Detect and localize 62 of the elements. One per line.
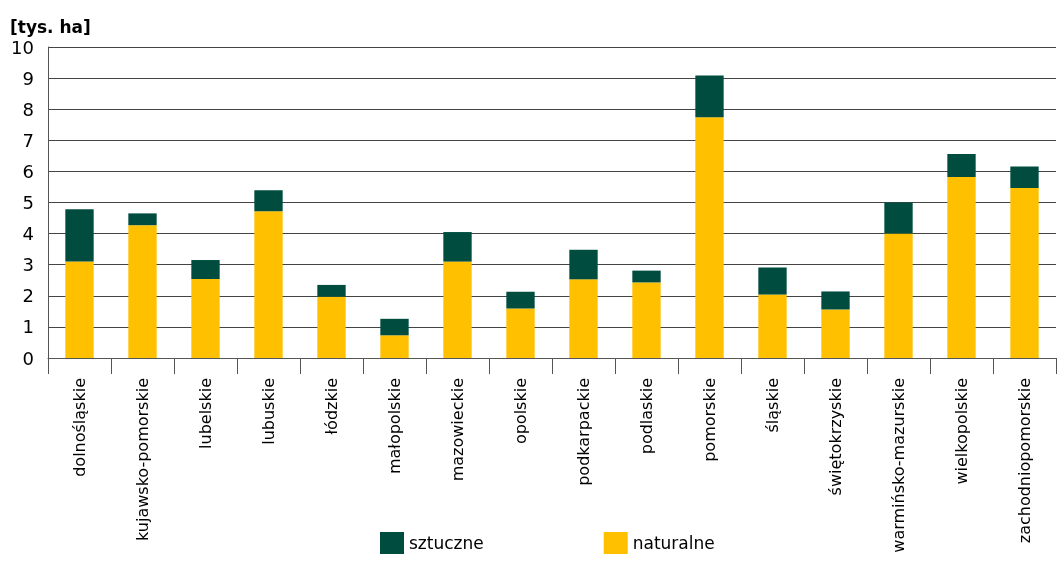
y-tick-label: 0	[22, 347, 34, 369]
bar	[1010, 187, 1039, 358]
bar	[65, 261, 94, 358]
bar	[947, 153, 976, 177]
x-tick-label: kujawsko-pomorskie	[133, 378, 152, 541]
y-tick-label: 1	[22, 316, 34, 338]
y-tick-label: 5	[22, 192, 34, 213]
bar	[569, 279, 598, 358]
bar	[695, 117, 724, 358]
bar	[632, 270, 661, 283]
y-tick-label: 9	[22, 67, 34, 89]
y-tick-label: 6	[22, 160, 34, 182]
y-tick-label: 7	[22, 129, 34, 151]
x-tick-label: opolskie	[511, 378, 530, 445]
bar	[947, 177, 976, 358]
bar	[506, 291, 535, 309]
bar	[821, 291, 850, 310]
x-tick-label: zachodniopomorskie	[1015, 378, 1034, 544]
bar	[317, 284, 346, 297]
bar	[884, 202, 913, 234]
bar	[191, 279, 220, 358]
x-tick-label: wielkopolskie	[952, 378, 971, 485]
x-tick-label: mazowieckie	[448, 378, 467, 482]
bar	[191, 260, 220, 280]
x-tick-label: małopolskie	[385, 378, 404, 475]
y-tick-label: 4	[22, 223, 34, 245]
bar	[758, 294, 787, 358]
bar	[443, 261, 472, 358]
x-tick-label: podlaskie	[637, 378, 656, 455]
legend-label: naturalne	[632, 533, 715, 553]
bar	[317, 296, 346, 358]
bar	[821, 309, 850, 358]
bar	[884, 233, 913, 358]
bar	[128, 225, 157, 358]
y-axis-title: [tys. ha]	[10, 16, 91, 37]
y-tick-label: 10	[11, 36, 34, 58]
bar	[506, 308, 535, 358]
bar	[380, 335, 409, 358]
x-tick-label: świętokrzyskie	[826, 378, 845, 496]
x-tick-label: śląskie	[763, 378, 782, 433]
bar	[254, 190, 283, 212]
y-tick-label: 8	[22, 98, 34, 120]
bar	[1010, 166, 1039, 188]
bar	[128, 213, 157, 226]
legend-label: sztuczne	[409, 533, 484, 553]
x-tick-label: dolnośląskie	[70, 378, 89, 477]
x-tick-label: lubelskie	[196, 378, 215, 449]
y-tick-label: 2	[22, 285, 34, 307]
x-tick-label: warmińsko-mazurskie	[889, 378, 908, 553]
x-tick-label: podkarpackie	[574, 378, 593, 486]
bar	[758, 267, 787, 295]
x-tick-label: pomorskie	[700, 378, 719, 462]
bar	[65, 209, 94, 262]
y-tick-label: 3	[22, 254, 34, 276]
bar	[632, 282, 661, 358]
x-tick-label: lubuskie	[259, 378, 278, 445]
bar	[254, 211, 283, 358]
x-tick-label: łódzkie	[322, 378, 341, 435]
bar	[380, 318, 409, 336]
bar	[569, 249, 598, 280]
bar	[695, 75, 724, 118]
bar	[443, 232, 472, 262]
